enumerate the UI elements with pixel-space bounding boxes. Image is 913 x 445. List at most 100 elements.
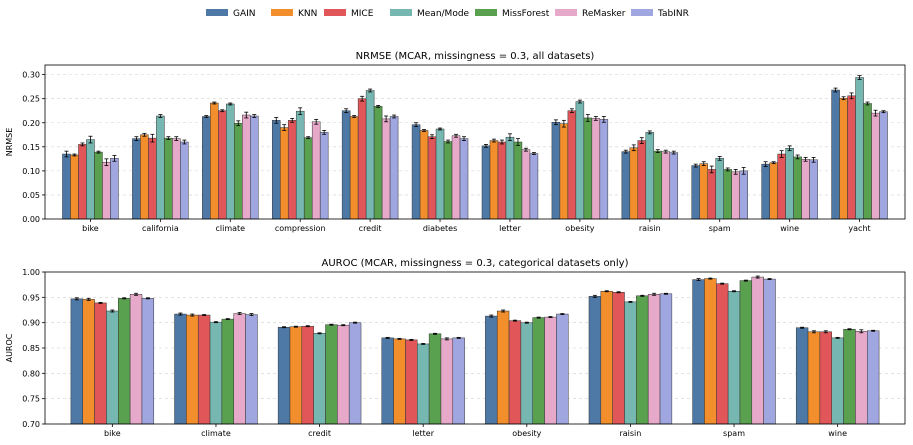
bar-knn-letter [489, 140, 499, 220]
bar-gain-spam [691, 165, 700, 220]
bar-mice-letter [497, 141, 507, 220]
bar-knn-credit [289, 326, 303, 425]
bar-mean-mode-spam [727, 291, 741, 425]
bar-missforest-bike [118, 298, 131, 425]
x-tick-label-spam: spam [723, 429, 745, 438]
x-tick-label-raisin: raisin [639, 224, 661, 233]
bar-mean-mode-bike [106, 310, 119, 425]
bar-mice-yacht [847, 95, 856, 220]
bar-remasker-raisin [647, 294, 661, 425]
bar-knn-bike [82, 299, 95, 425]
bar-tabinr-diabetes [459, 138, 469, 220]
bar-remasker-diabetes [451, 135, 461, 220]
bar-remasker-yacht [871, 112, 880, 220]
bar-knn-california [140, 134, 149, 220]
y-axis-label: AUROC [5, 333, 14, 362]
bar-knn-climate [210, 102, 219, 220]
x-tick-label-wine: wine [780, 224, 799, 233]
bar-missforest-california [164, 137, 173, 220]
x-tick-label-obesity: obesity [512, 429, 541, 438]
plot-frame [44, 64, 906, 220]
legend-swatch-mean-mode [390, 9, 412, 16]
bar-gain-raisin [621, 151, 631, 220]
bar-missforest-yacht [863, 103, 872, 220]
bar-missforest-letter [513, 141, 523, 220]
bar-gain-wine [795, 327, 809, 425]
y-tick-label: 0.00 [22, 215, 40, 224]
bar-gain-raisin [588, 296, 602, 425]
legend-swatch-mice [324, 9, 346, 16]
y-tick-label: 0.95 [22, 293, 40, 302]
bar-mean-mode-obesity [520, 322, 533, 425]
x-tick-label-credit: credit [308, 429, 331, 438]
legend-label-gain: GAIN [233, 9, 256, 19]
y-axis-label: NRMSE [5, 128, 14, 157]
bar-gain-letter [481, 145, 491, 220]
bar-mice-obesity [508, 320, 522, 425]
y-tick-label: 0.05 [22, 191, 40, 200]
bar-tabinr-obesity [599, 119, 609, 220]
bar-knn-compression [279, 127, 289, 220]
y-tick-label: 0.70 [22, 420, 40, 429]
y-tick-label: 1.00 [22, 268, 40, 277]
plot-frame [44, 271, 906, 425]
legend-label-knn: KNN [298, 9, 317, 19]
chart-title: AUROC (MCAR, missingness = 0.3, categori… [322, 258, 629, 269]
x-tick-label-letter: letter [499, 224, 521, 233]
bar-mice-climate [218, 110, 227, 220]
bar-missforest-letter [428, 333, 442, 425]
bar-remasker-wine [801, 159, 810, 220]
bar-tabinr-compression [319, 132, 329, 220]
x-tick-label-wine: wine [828, 429, 847, 438]
bar-missforest-wine [793, 156, 802, 220]
bar-gain-obesity [485, 315, 498, 425]
bar-knn-yacht [839, 97, 848, 220]
bar-knn-diabetes [419, 130, 429, 220]
bar-tabinr-climate [245, 314, 258, 425]
bar-knn-climate [186, 314, 199, 425]
bar-mice-bike [78, 144, 87, 220]
bar-remasker-compression [311, 121, 321, 220]
bar-missforest-raisin [653, 150, 663, 220]
bar-tabinr-bike [141, 298, 155, 425]
bar-gain-diabetes [411, 124, 421, 220]
bar-mice-bike [94, 302, 107, 425]
bar-mean-mode-wine [785, 148, 794, 220]
bar-knn-letter [393, 338, 406, 425]
bar-remasker-letter [521, 149, 531, 220]
bar-tabinr-obesity [556, 313, 569, 425]
bar-missforest-climate [234, 122, 243, 220]
legend-label-mean-mode: Mean/Mode [417, 9, 470, 19]
bar-mean-mode-diabetes [435, 128, 445, 220]
nrmse-chart: 0.00 0.05 0.10 0.15 0.20 0.25 0.30 bike californ… [5, 51, 906, 233]
bar-mean-mode-california [156, 115, 165, 220]
x-tick-label-bike: bike [82, 224, 99, 233]
bar-tabinr-spam [739, 170, 748, 220]
bar-mice-diabetes [427, 136, 437, 220]
legend-label-remasker: ReMasker [582, 9, 626, 19]
x-tick-label-yacht: yacht [848, 224, 870, 233]
legend-swatch-knn [271, 9, 293, 16]
bar-mean-mode-bike [86, 139, 95, 220]
bar-gain-yacht [831, 89, 840, 220]
bar-tabinr-climate [250, 115, 259, 220]
bar-gain-credit [277, 326, 291, 425]
bar-mice-wine [777, 153, 786, 220]
bar-missforest-spam [723, 169, 732, 220]
x-tick-label-spam: spam [709, 224, 731, 233]
bar-tabinr-credit [348, 322, 362, 425]
legend-swatch-remasker [555, 9, 577, 16]
legend-label-mice: MICE [351, 9, 374, 19]
bar-tabinr-wine [809, 159, 818, 220]
bar-missforest-spam [739, 280, 753, 425]
bar-knn-raisin [600, 291, 613, 425]
bar-gain-climate [174, 313, 187, 425]
bar-gain-compression [271, 120, 281, 220]
bar-gain-bike [62, 153, 71, 220]
bar-mean-mode-climate [226, 103, 235, 220]
y-tick-label: 0.25 [22, 95, 40, 104]
bar-mean-mode-raisin [624, 301, 637, 425]
bar-knn-credit [349, 116, 359, 220]
bar-remasker-letter [440, 338, 454, 425]
